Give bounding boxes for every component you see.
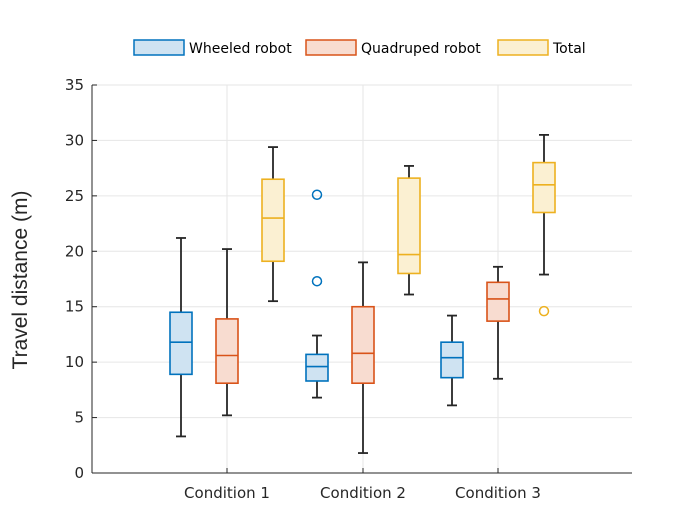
outlier-point — [311, 275, 323, 287]
y-tick-label: 15 — [65, 298, 84, 316]
x-tick-label: Condition 3 — [455, 484, 541, 502]
x-tick-label: Condition 1 — [184, 484, 270, 502]
grid-lines — [92, 84, 632, 474]
box-iqr — [261, 178, 285, 263]
outlier-point — [311, 189, 323, 200]
box-iqr — [351, 305, 375, 385]
y-tick-label: 35 — [65, 76, 84, 94]
box-total-3 — [532, 133, 556, 317]
box-quadruped-robot-1 — [215, 248, 239, 417]
box-iqr — [397, 177, 421, 275]
box-wheeled-robot-3 — [440, 314, 464, 407]
box-total-2 — [397, 165, 421, 296]
legend-swatch — [133, 39, 185, 56]
box-iqr — [532, 161, 556, 214]
box-quadruped-robot-3 — [486, 265, 510, 380]
y-tick-label: 0 — [74, 464, 84, 482]
box-quadruped-robot-2 — [351, 261, 375, 454]
box-iqr — [486, 281, 510, 322]
legend-label: Wheeled robot — [189, 41, 292, 57]
legend-swatch — [305, 39, 357, 56]
outlier-point — [538, 305, 550, 317]
y-tick-label: 10 — [65, 353, 84, 371]
box-iqr — [305, 353, 329, 382]
box-series — [169, 133, 556, 454]
y-tick-label: 20 — [65, 242, 84, 260]
box-total-1 — [261, 146, 285, 303]
x-tick-label: Condition 2 — [320, 484, 406, 502]
legend: Wheeled robot Quadruped robot Total — [133, 39, 586, 57]
legend-label: Quadruped robot — [361, 41, 481, 57]
legend-swatch — [497, 39, 549, 56]
y-tick-label: 5 — [74, 409, 84, 427]
box-wheeled-robot-1 — [169, 237, 193, 438]
box-iqr — [215, 318, 239, 385]
axes: 0 5 10 15 20 25 30 35 Condition 1 Condition 2 Cond… — [65, 76, 632, 502]
box-iqr — [169, 311, 193, 376]
y-tick-label: 25 — [65, 187, 84, 205]
legend-label: Total — [552, 41, 586, 57]
box-iqr — [440, 341, 464, 379]
box-wheeled-robot-2 — [305, 189, 329, 399]
y-axis-title: Travel distance (m) — [9, 191, 32, 370]
y-tick-label: 30 — [65, 131, 84, 149]
